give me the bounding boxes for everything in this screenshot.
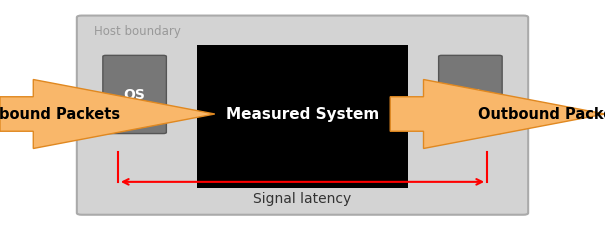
FancyBboxPatch shape (77, 16, 528, 215)
Text: Outbound Packets: Outbound Packets (478, 107, 605, 122)
Text: Measured System: Measured System (226, 107, 379, 122)
Text: OS: OS (459, 88, 482, 102)
FancyBboxPatch shape (439, 56, 502, 134)
Text: Host boundary: Host boundary (94, 25, 181, 38)
Polygon shape (0, 80, 215, 149)
FancyBboxPatch shape (103, 56, 166, 134)
Text: Signal latency: Signal latency (253, 191, 352, 205)
Polygon shape (390, 80, 605, 149)
Bar (197, 46, 408, 188)
Text: OS: OS (123, 88, 146, 102)
Text: Inbound Packets: Inbound Packets (0, 107, 120, 122)
